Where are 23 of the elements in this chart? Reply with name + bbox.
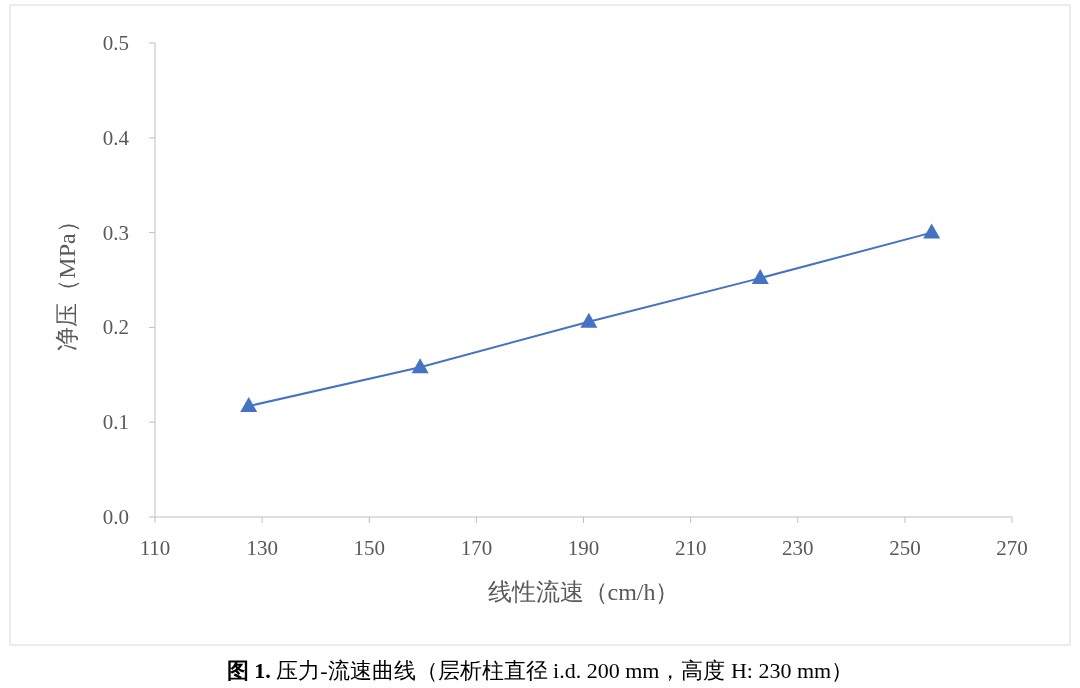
x-tick-label: 110 — [139, 536, 171, 560]
x-tick-label: 170 — [460, 536, 493, 560]
y-tick-label: 0.0 — [102, 505, 129, 529]
x-axis-title: 线性流速（cm/h） — [487, 579, 680, 605]
y-tick-label: 0.1 — [102, 410, 129, 435]
y-tick-label: 0.2 — [102, 315, 129, 340]
x-tick-label: 190 — [567, 536, 600, 560]
point — [751, 269, 769, 285]
x-tick-label: 150 — [353, 536, 385, 560]
x-tick-label: 270 — [996, 536, 1028, 560]
text: 图 1. 压力-流速曲线（层析柱直径 i.d. 200 mm，高度 H: 230 mm） — [226, 658, 854, 683]
y-axis-title: 净压（MPa） — [54, 209, 80, 351]
y-tick-label: 0.5 — [102, 31, 129, 55]
y-tick-label: 0.3 — [102, 220, 129, 245]
point — [240, 397, 258, 413]
x-tick-label: 230 — [782, 536, 814, 560]
y-tick-label: 0.4 — [102, 125, 130, 150]
point — [923, 223, 941, 239]
x-tick-label: 130 — [246, 536, 278, 560]
point — [411, 358, 429, 374]
point — [580, 312, 598, 328]
x-tick-label: 250 — [889, 536, 921, 560]
x-tick-label: 210 — [674, 536, 707, 560]
